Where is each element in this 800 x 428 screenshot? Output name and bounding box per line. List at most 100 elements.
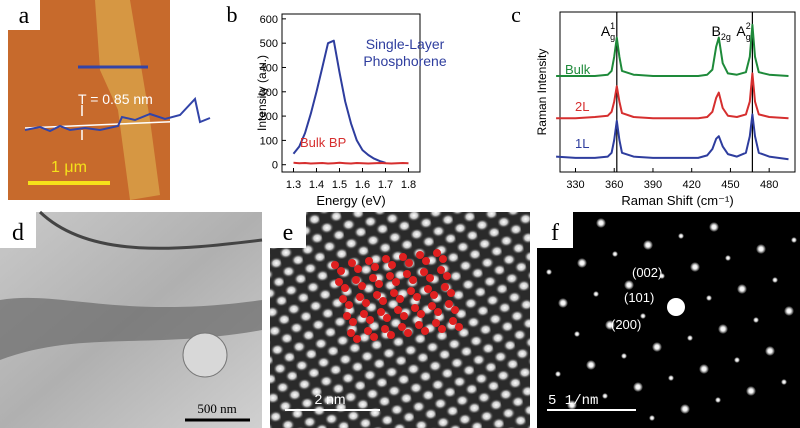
series-label: 2L [575,99,589,114]
x-tick-label: 1.7 [378,179,393,191]
spot [765,346,775,356]
spot [633,382,643,392]
atom [421,327,429,335]
spot [784,306,794,316]
atom [449,317,457,325]
atom [451,306,459,314]
spot [772,277,778,283]
atom [387,331,395,339]
atom [356,293,364,301]
hrtem-image [270,212,530,428]
atom [420,268,428,276]
atom [433,249,441,257]
y-tick-label: 200 [260,111,278,123]
peak-label-base: B [712,23,721,39]
spot-label: (200) [611,317,641,332]
spot [649,415,655,421]
scale-bar-label: 1 μm [51,159,87,176]
atom [386,272,394,280]
spot [680,404,690,414]
label-box [8,0,40,30]
spot [574,331,580,337]
spot [690,262,700,272]
x-tick-label: 1.5 [332,179,347,191]
panel-label: f [551,220,559,246]
x-tick-label: 1.6 [355,179,370,191]
peak-label: B2g [712,23,731,42]
atom [455,323,463,331]
spot-label: (002) [632,265,662,280]
spot [737,284,747,294]
y-tick-label: 500 [260,38,278,50]
atom [348,259,356,267]
panel-label: e [283,220,294,246]
spot [621,353,627,359]
panel-f: (002) (101) (200) 5 1/nm f [537,212,800,428]
x-tick-label: 330 [566,179,584,191]
spot [699,364,709,374]
atom [341,284,349,292]
spot [659,273,665,279]
x-tick-label: 1.4 [309,179,324,191]
x-tick-label: 450 [721,179,739,191]
atom [413,293,421,301]
atom [353,335,361,343]
flake [95,0,160,200]
spot [756,244,766,254]
atom [366,316,374,324]
peak-label-sup: 2 [746,21,751,31]
atom [399,253,407,261]
atom [370,333,378,341]
atom [430,291,438,299]
y-tick-label: 600 [260,14,278,26]
atom [400,312,408,320]
atom [382,255,390,263]
atom [390,289,398,297]
series-line [556,72,789,120]
beam-stop [667,298,685,316]
atom [407,287,415,295]
peak-label: A2 g [736,21,750,42]
x-axis-label: Raman Shift (cm⁻¹) [621,193,733,208]
atom [411,304,419,312]
y-tick-label: 400 [260,62,278,74]
label-box [537,212,573,248]
spot-label: (101) [624,290,654,305]
atom [365,257,373,265]
spot [781,379,787,385]
series-line [556,113,789,161]
atom [343,312,351,320]
atom [432,319,440,327]
spot [546,269,552,275]
spot [668,375,674,381]
x-axis-label: Energy (eV) [316,193,385,208]
atom [398,323,406,331]
spot [558,298,568,308]
spot [678,233,684,239]
panel-d: 500 nm d [0,210,263,428]
atom [362,299,370,307]
peak-label-sub: 2g [721,32,731,42]
scale-bar-label: 500 nm [197,401,236,416]
atom [409,276,417,284]
atom [371,263,379,271]
spot [643,240,653,250]
peak-label-base: A [736,23,746,39]
atom [405,259,413,267]
atom [349,318,357,326]
spot [593,291,599,297]
spot [652,342,662,352]
spot [555,371,561,377]
atom [337,267,345,275]
atom [383,314,391,322]
spot [624,280,634,290]
series-line [556,23,789,77]
atom [426,274,434,282]
flake [0,297,262,360]
spot [602,393,608,399]
atom [416,251,424,259]
series-label: 1L [575,136,589,151]
atom [404,329,412,337]
spot [734,357,740,363]
x-tick-label: 1.3 [286,179,301,191]
